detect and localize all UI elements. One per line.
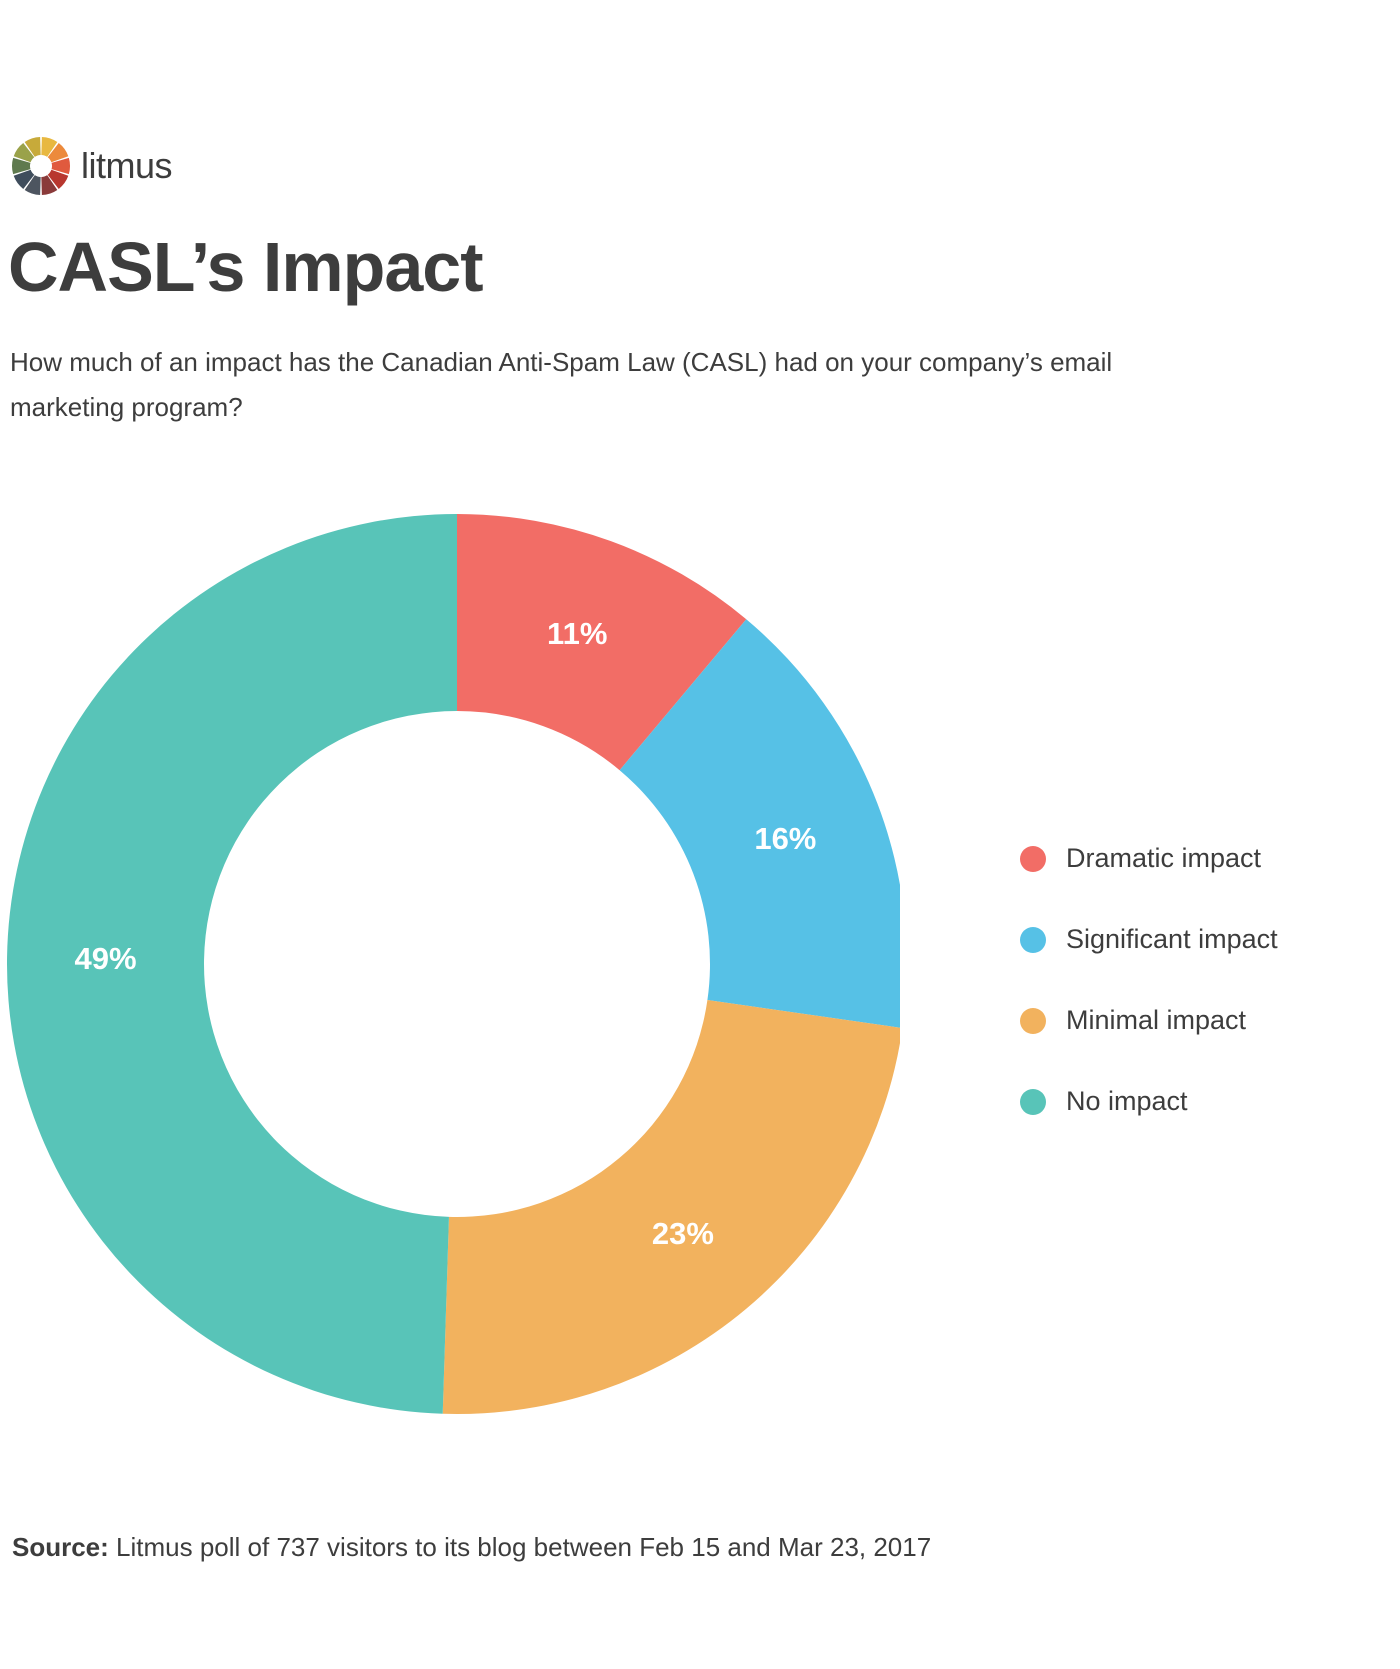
legend-item: Dramatic impact — [1020, 818, 1278, 899]
legend-item: No impact — [1020, 1061, 1278, 1142]
legend-item: Significant impact — [1020, 899, 1278, 980]
data-label: 49% — [75, 941, 137, 976]
legend-label: Minimal impact — [1066, 1005, 1247, 1035]
legend-label: Dramatic impact — [1066, 843, 1262, 873]
logo-wedge — [11, 157, 31, 175]
logo-wedge — [51, 157, 70, 175]
logo-wedge — [47, 143, 69, 163]
legend-swatch — [1020, 1088, 1046, 1115]
source-label: Source: — [12, 1532, 109, 1562]
source-text: Litmus poll of 737 visitors to its blog … — [116, 1532, 932, 1562]
logo-wedge — [13, 143, 35, 163]
source-note: Source: Litmus poll of 737 visitors to i… — [12, 1532, 931, 1563]
data-label: 23% — [652, 1216, 714, 1251]
donut-chart: 11% 16% 23% 49% — [6, 514, 900, 1414]
legend-item: Minimal impact — [1020, 980, 1278, 1061]
legend-swatch — [1020, 926, 1046, 953]
legend-swatch — [1020, 845, 1046, 872]
legend-label: No impact — [1066, 1086, 1188, 1116]
legend-label: Significant impact — [1066, 924, 1278, 954]
page-title: CASL’s Impact — [8, 228, 484, 306]
slice-no-impact — [6, 514, 458, 1414]
brand-name: litmus — [81, 145, 173, 186]
logo-wedge — [41, 175, 58, 195]
logo-wedge — [24, 137, 41, 157]
brand-logo: litmus — [11, 136, 173, 196]
logo-wedge — [13, 169, 35, 189]
chart-subtitle: How much of an impact has the Canadian A… — [10, 347, 1113, 422]
legend-swatch — [1020, 1007, 1046, 1034]
logo-wedge — [24, 175, 41, 195]
data-label: 11% — [547, 616, 607, 651]
slice-significant-impact — [619, 619, 900, 1028]
logo-wedge — [47, 169, 69, 189]
data-label: 16% — [754, 821, 816, 856]
litmus-logo-icon — [11, 137, 70, 195]
logo-wedge — [41, 137, 58, 157]
chart-legend: Dramatic impact Significant impact Minimal… — [1020, 818, 1278, 1142]
slice-minimal-impact — [442, 1000, 900, 1414]
slice-dramatic-impact — [457, 514, 747, 771]
